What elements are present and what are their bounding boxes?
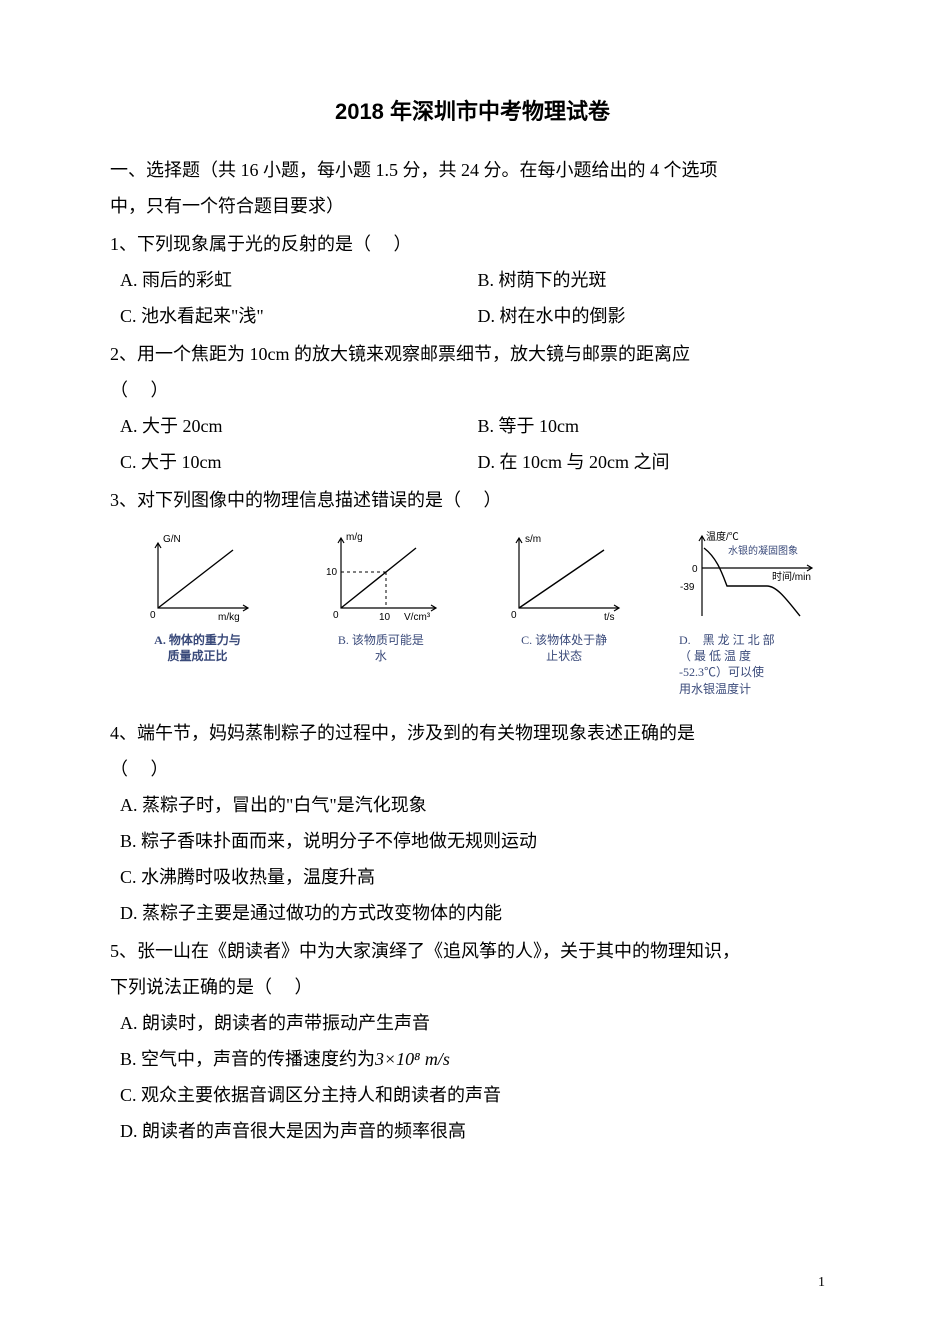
q3-chart-b: m/g 10 0 10 V/cm³ B. 该物质可能是 水 <box>298 528 463 664</box>
chart-a-svg: G/N 0 m/kg <box>133 528 263 628</box>
chart-b-lead: B. <box>338 633 349 647</box>
section-1-line1: 一、选择题（共 16 小题，每小题 1.5 分，共 24 分。在每小题给出的 4… <box>110 160 718 180</box>
q1-opt-b: B. 树荫下的光斑 <box>478 262 836 298</box>
chart-c-origin: 0 <box>511 610 517 621</box>
chart-a-caption: A. 物体的重力与 质量成正比 <box>115 632 280 664</box>
q2-opt-a: A. 大于 20cm <box>120 408 478 444</box>
question-1: 1、下列现象属于光的反射的是（ ） A. 雨后的彩虹 B. 树荫下的光斑 C. … <box>110 226 835 334</box>
exam-page: 2018 年深圳市中考物理试卷 一、选择题（共 16 小题，每小题 1.5 分，… <box>0 0 945 1337</box>
chart-c-cap1: 该物体处于静 <box>535 633 607 647</box>
q5-b-pre: B. 空气中，声音的传播速度约为 <box>120 1049 375 1069</box>
chart-d-xlabel: 时间/min <box>772 570 811 583</box>
q3-stem: 3、对下列图像中的物理信息描述错误的是（ ） <box>110 482 835 518</box>
chart-b-caption: B. 该物质可能是 水 <box>298 632 463 664</box>
section-1-heading: 一、选择题（共 16 小题，每小题 1.5 分，共 24 分。在每小题给出的 4… <box>110 152 835 224</box>
chart-d-ylabel: 温度/℃ <box>706 530 739 543</box>
chart-b-cap1: 该物质可能是 <box>352 633 424 647</box>
chart-a-cap1: 物体的重力与 <box>169 633 241 647</box>
chart-c-xlabel: t/s <box>604 612 615 623</box>
q1-opt-d: D. 树在水中的倒影 <box>478 298 836 334</box>
question-3: 3、对下列图像中的物理信息描述错误的是（ ） <box>110 482 835 518</box>
q3-chart-d: 温度/℃ 水银的凝固图象 0 -39 时间/min D. 黑 龙 江 北 部 （… <box>665 528 830 697</box>
q3-chart-c: s/m 0 t/s C. 该物体处于静 止状态 <box>482 528 647 664</box>
chart-b-ylabel: m/g <box>346 532 363 543</box>
q1-stem: 1、下列现象属于光的反射的是（ ） <box>110 226 835 262</box>
page-number: 1 <box>818 1269 825 1297</box>
chart-a-lead: A. <box>154 633 166 647</box>
q5-opt-b: B. 空气中，声音的传播速度约为3×10⁸ m/s <box>110 1041 835 1077</box>
q2-opt-c: C. 大于 10cm <box>120 444 478 480</box>
q4-opt-b: B. 粽子香味扑面而来，说明分子不停地做无规则运动 <box>110 823 835 859</box>
chart-d-zero: 0 <box>692 564 698 575</box>
chart-d-cap1: 黑 龙 江 北 部 <box>703 633 775 647</box>
q5-line2: 下列说法正确的是（ ） <box>110 969 835 1005</box>
q1-row2: C. 池水看起来"浅" D. 树在水中的倒影 <box>110 298 835 334</box>
chart-d-svg: 温度/℃ 水银的凝固图象 0 -39 时间/min <box>672 528 822 628</box>
q4-line1: 4、端午节，妈妈蒸制粽子的过程中，涉及到的有关物理现象表述正确的是 <box>110 715 835 751</box>
chart-b-svg: m/g 10 0 10 V/cm³ <box>316 528 446 628</box>
chart-d-cap4: 用水银温度计 <box>679 682 751 696</box>
chart-c-cap2: 止状态 <box>546 649 582 663</box>
q2-row1: A. 大于 20cm B. 等于 10cm <box>110 408 835 444</box>
chart-b-cap2: 水 <box>375 649 387 663</box>
q5-opt-a: A. 朗读时，朗读者的声带振动产生声音 <box>110 1005 835 1041</box>
chart-a-xlabel: m/kg <box>218 612 240 623</box>
chart-c-caption: C. 该物体处于静 止状态 <box>482 632 647 664</box>
section-1-line2: 中，只有一个符合题目要求） <box>110 196 344 216</box>
chart-d-caption: D. 黑 龙 江 北 部 （ 最 低 温 度 -52.3℃）可以使 用水银温度计 <box>665 632 830 697</box>
chart-a-cap2: 质量成正比 <box>167 649 227 663</box>
q4-opt-a: A. 蒸粽子时，冒出的"白气"是汽化现象 <box>110 787 835 823</box>
q3-charts: G/N 0 m/kg A. 物体的重力与 质量成正比 m/g 10 0 10 <box>110 528 835 697</box>
q5-line1: 5、张一山在《朗读者》中为大家演绎了《追风筝的人》，关于其中的物理知识， <box>110 933 835 969</box>
question-5: 5、张一山在《朗读者》中为大家演绎了《追风筝的人》，关于其中的物理知识， 下列说… <box>110 933 835 1149</box>
q5-opt-c: C. 观众主要依据音调区分主持人和朗读者的声音 <box>110 1077 835 1113</box>
question-4: 4、端午节，妈妈蒸制粽子的过程中，涉及到的有关物理现象表述正确的是 （ ） A.… <box>110 715 835 931</box>
chart-c-lead: C. <box>521 633 532 647</box>
chart-b-xlabel: V/cm³ <box>404 612 431 623</box>
q2-row2: C. 大于 10cm D. 在 10cm 与 20cm 之间 <box>110 444 835 480</box>
q1-opt-a: A. 雨后的彩虹 <box>120 262 478 298</box>
chart-a-ylabel: G/N <box>163 534 181 545</box>
q4-opt-c: C. 水沸腾时吸收热量，温度升高 <box>110 859 835 895</box>
chart-b-origin: 0 <box>333 610 339 621</box>
chart-d-cap2: （ 最 低 温 度 <box>679 649 751 663</box>
q4-line2: （ ） <box>110 751 835 787</box>
q5-opt-d: D. 朗读者的声音很大是因为声音的频率很高 <box>110 1113 835 1149</box>
chart-d-annot: 水银的凝固图象 <box>728 544 798 557</box>
q1-row1: A. 雨后的彩虹 B. 树荫下的光斑 <box>110 262 835 298</box>
q2-line2: （ ） <box>110 372 835 408</box>
question-2: 2、用一个焦距为 10cm 的放大镜来观察邮票细节，放大镜与邮票的距离应 （ ）… <box>110 336 835 480</box>
q4-opt-d: D. 蒸粽子主要是通过做功的方式改变物体的内能 <box>110 895 835 931</box>
chart-d-lead: D. <box>679 633 691 647</box>
q2-opt-d: D. 在 10cm 与 20cm 之间 <box>478 444 836 480</box>
page-title: 2018 年深圳市中考物理试卷 <box>110 90 835 134</box>
q5-b-formula: 3×10⁸ m/s <box>375 1049 450 1069</box>
chart-b-ytick: 10 <box>326 567 338 578</box>
chart-c-ylabel: s/m <box>525 534 541 545</box>
chart-c-svg: s/m 0 t/s <box>499 528 629 628</box>
q2-line1: 2、用一个焦距为 10cm 的放大镜来观察邮票细节，放大镜与邮票的距离应 <box>110 336 835 372</box>
chart-d-ytick: -39 <box>680 582 695 593</box>
chart-b-xtick: 10 <box>379 612 391 623</box>
q1-opt-c: C. 池水看起来"浅" <box>120 298 478 334</box>
chart-a-origin: 0 <box>150 610 156 621</box>
q3-chart-a: G/N 0 m/kg A. 物体的重力与 质量成正比 <box>115 528 280 664</box>
q2-opt-b: B. 等于 10cm <box>478 408 836 444</box>
chart-d-cap3: -52.3℃）可以使 <box>679 665 764 679</box>
